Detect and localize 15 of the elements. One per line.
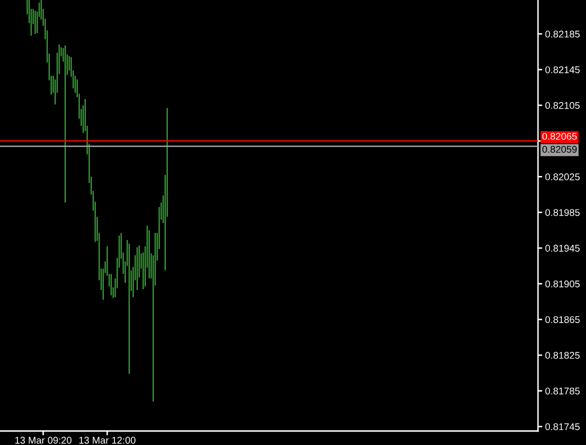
y-tick-label: 0.82105 (545, 102, 580, 109)
y-tick-label: 0.82025 (545, 173, 580, 180)
y-tick-label: 0.82185 (545, 30, 580, 38)
y-tick-label: 0.81785 (545, 388, 580, 394)
ref-line-label: 0.82059 (542, 146, 577, 153)
x-tick-label: 13 Mar 09:20 (15, 436, 72, 444)
y-tick-label: 0.82145 (545, 66, 580, 74)
y-tick-label: 0.81865 (545, 316, 580, 324)
y-tick-label: 0.81825 (545, 352, 580, 359)
ref-line-label: 0.82065 (542, 132, 577, 140)
y-tick-label: 0.81905 (545, 280, 580, 288)
y-tick-label: 0.81745 (545, 423, 580, 430)
x-tick-label: 13 Mar 12:00 (79, 436, 136, 444)
y-tick-label: 0.81985 (545, 209, 580, 216)
y-tick-label: 0.81945 (545, 244, 580, 252)
